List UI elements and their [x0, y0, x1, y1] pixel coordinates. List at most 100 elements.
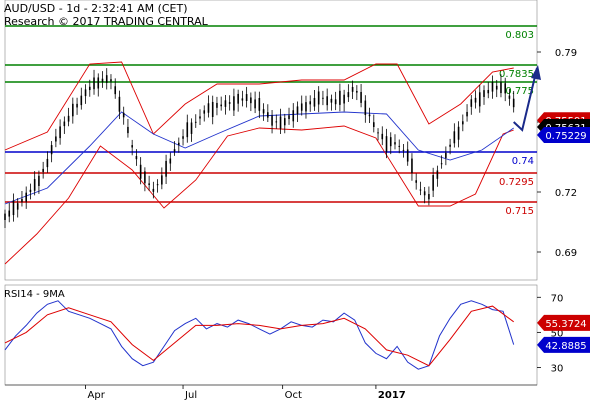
level-label-0.74: 0.74: [512, 156, 534, 167]
candle-body: [436, 170, 439, 179]
candle-body: [55, 136, 57, 142]
bollinger-upper-line: [4, 61, 514, 151]
candle-body: [470, 99, 473, 107]
candle-body: [360, 91, 362, 103]
candle-body: [356, 91, 358, 93]
price-tag-box: [537, 127, 590, 143]
candle-body: [317, 91, 320, 105]
rsi-tag-box: [537, 336, 590, 353]
candle-body: [322, 97, 324, 99]
candle-body: [309, 101, 312, 105]
candle-body: [72, 103, 74, 117]
level-label-0.803: 0.803: [505, 30, 534, 41]
candle-body: [97, 77, 100, 89]
candle-body: [483, 90, 485, 97]
candle-body: [491, 82, 494, 92]
candle-body: [440, 163, 443, 165]
candle-body: [67, 115, 70, 122]
candle-body: [207, 103, 210, 113]
rsi-axis-label-70: 70: [551, 293, 564, 304]
candle-body: [398, 145, 401, 147]
candle-body: [241, 98, 244, 101]
candle-body: [101, 78, 104, 83]
candle-body: [144, 171, 146, 184]
level-label-0.7835: 0.7835: [499, 69, 534, 80]
rsi-panel-title: RSI14 - 9MA: [4, 289, 65, 300]
projection-arrow-head: [531, 65, 541, 80]
candle-body: [4, 213, 6, 220]
candle-body: [127, 126, 129, 134]
rsi-tag-text: 42.8885: [545, 341, 586, 352]
candle-body: [283, 118, 286, 126]
time-axis-label-Oct: Oct: [285, 390, 302, 400]
candle-body: [368, 114, 371, 117]
candle-body: [169, 158, 172, 164]
candle-body: [245, 94, 248, 102]
price-axis-label-0.79: 0.79: [555, 48, 577, 59]
candle-body: [339, 90, 341, 105]
candle-body: [330, 98, 333, 103]
candle-body: [122, 112, 125, 118]
candle-body: [33, 179, 36, 191]
candle-body: [38, 175, 40, 186]
time-axis-label-Jul: Jul: [184, 390, 197, 400]
candle-body: [288, 115, 290, 119]
candle-body: [394, 142, 396, 145]
chart-header-copyright: Research © 2017 TRADING CENTRAL: [4, 15, 208, 28]
candle-body: [76, 103, 78, 108]
candlestick-series: [4, 68, 515, 228]
candle-body: [220, 104, 222, 107]
candle-body: [411, 158, 413, 174]
candle-body: [364, 100, 367, 116]
candle-body: [351, 86, 354, 92]
candle-body: [25, 192, 27, 202]
candle-body: [271, 115, 273, 126]
candle-body: [152, 188, 155, 192]
candle-body: [173, 149, 176, 152]
candle-body: [267, 112, 269, 118]
rsi-tag-55.3724: 55.3724: [537, 314, 590, 331]
candle-body: [305, 102, 307, 112]
candle-body: [402, 149, 405, 151]
candle-body: [512, 98, 515, 108]
candle-body: [80, 95, 83, 106]
candle-body: [457, 126, 460, 140]
candle-body: [500, 82, 502, 94]
candle-body: [250, 97, 252, 104]
price-panel: 0.790.7550.720.690.8030.78350.7750.740.7…: [4, 0, 590, 281]
candle-body: [88, 86, 91, 91]
candle-body: [63, 121, 66, 127]
candle-body: [406, 149, 409, 162]
candle-body: [487, 89, 490, 94]
projection-arrow-line: [513, 67, 538, 132]
candle-body: [343, 94, 345, 104]
rsi-tag-text: 55.3724: [545, 319, 586, 330]
candle-body: [194, 121, 197, 123]
candle-body: [224, 100, 227, 107]
candle-body: [190, 122, 193, 134]
candle-body: [419, 189, 422, 191]
candle-body: [462, 121, 464, 125]
candle-body: [165, 160, 167, 177]
candle-body: [186, 122, 189, 138]
candle-body: [428, 194, 430, 200]
rsi-series-9MA: [4, 305, 514, 367]
price-plot-frame: [4, 0, 538, 281]
time-axis-label-2017: 2017: [378, 390, 406, 400]
candle-body: [237, 93, 239, 104]
candle-body: [211, 101, 214, 117]
candle-body: [42, 168, 44, 172]
candle-body: [228, 102, 231, 104]
candle-body: [474, 97, 477, 103]
candle-body: [445, 152, 447, 158]
rsi-axis-label-50: 50: [551, 328, 564, 339]
candle-body: [199, 116, 201, 119]
candle-body: [148, 183, 150, 186]
candle-body: [508, 95, 511, 99]
candle-body: [423, 191, 426, 196]
price-tag-text: 0.75229: [545, 131, 586, 142]
time-axis: Apr Jul Oct 2017: [5, 384, 537, 400]
candle-body: [182, 136, 184, 139]
moving-average-line: [4, 111, 514, 205]
